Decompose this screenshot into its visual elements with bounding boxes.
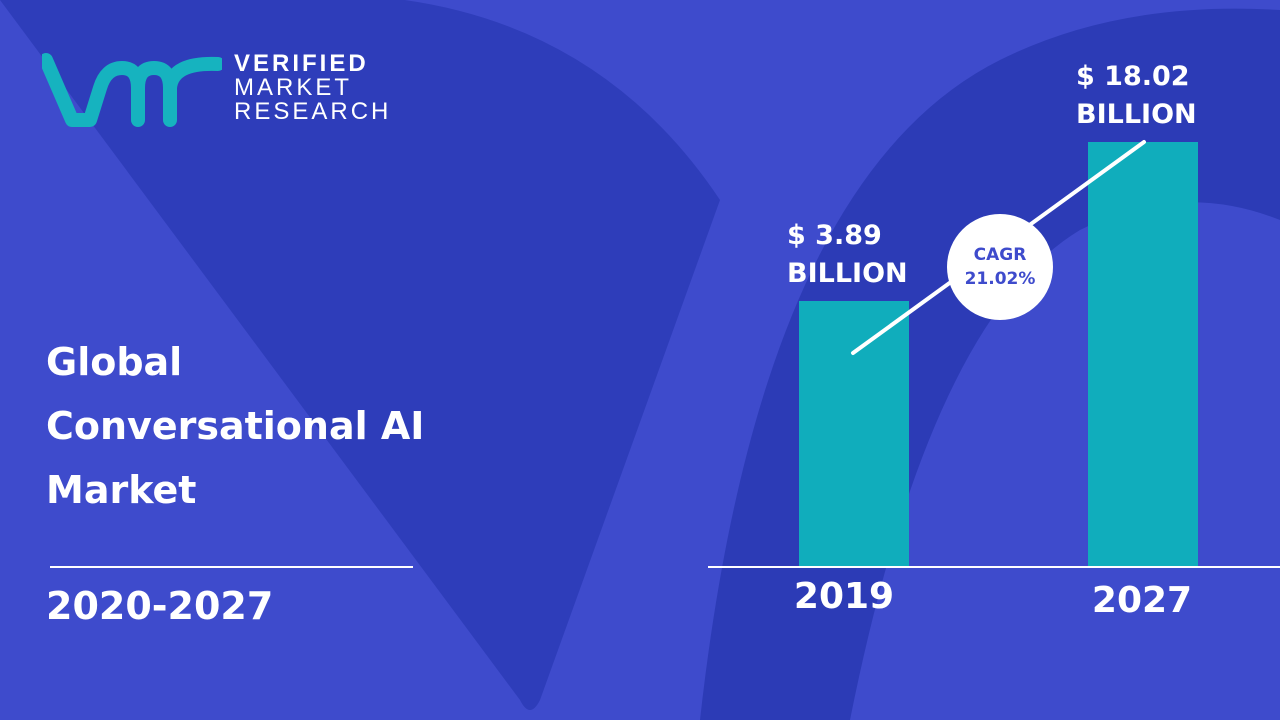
bar-2027 [1088,142,1198,567]
brand-line3: RESEARCH [234,98,392,125]
bar-2019 [799,301,909,567]
data-label-unit: BILLION [1076,99,1197,130]
data-label-value: $ 3.89 [787,220,882,251]
brand-line1: VERIFIED [234,50,369,77]
vmr-logo-icon [42,53,222,127]
title-line: Market [46,468,197,512]
data-label-2019: $ 3.89 BILLION [787,217,908,293]
title-divider [50,566,413,568]
brand-line2: MARKET [234,74,353,101]
data-label-2027: $ 18.02 BILLION [1076,58,1197,134]
cagr-label: CAGR [973,245,1027,265]
x-tick-2019: 2019 [793,576,895,617]
background-v-shape [0,0,720,710]
title-line: Conversational AI [46,404,425,448]
title-line: Global [46,340,183,384]
x-tick-2027: 2027 [1091,580,1193,621]
data-label-value: $ 18.02 [1076,61,1190,92]
forecast-period: 2020-2027 [46,584,274,628]
data-label-unit: BILLION [787,258,908,289]
cagr-value: 21.02% [964,269,1036,289]
brand-logo: VERIFIED MARKET RESEARCH [42,48,391,128]
cagr-badge: CAGR 21.02% [947,214,1053,320]
page-title: Global Conversational AI Market [46,330,506,522]
